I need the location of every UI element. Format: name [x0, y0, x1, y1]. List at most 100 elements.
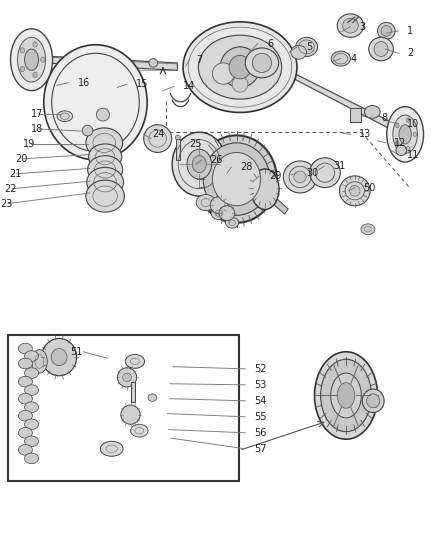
Ellipse shape	[25, 368, 39, 378]
Ellipse shape	[18, 427, 32, 438]
Ellipse shape	[33, 42, 37, 47]
Text: 29: 29	[269, 171, 281, 181]
Ellipse shape	[232, 76, 248, 92]
Ellipse shape	[399, 125, 411, 144]
Text: 56: 56	[254, 428, 266, 438]
Ellipse shape	[291, 45, 307, 59]
Ellipse shape	[123, 373, 131, 382]
Text: 55: 55	[254, 412, 267, 422]
Ellipse shape	[198, 35, 282, 99]
Ellipse shape	[396, 141, 399, 145]
Ellipse shape	[343, 18, 358, 33]
Ellipse shape	[18, 376, 32, 387]
Ellipse shape	[51, 349, 67, 366]
Ellipse shape	[406, 147, 410, 151]
Ellipse shape	[321, 359, 371, 432]
Text: 10: 10	[407, 119, 420, 128]
Ellipse shape	[32, 350, 47, 373]
Ellipse shape	[229, 55, 251, 79]
Ellipse shape	[396, 124, 399, 128]
Ellipse shape	[374, 42, 388, 56]
Bar	[176, 139, 180, 160]
Ellipse shape	[117, 368, 137, 387]
Ellipse shape	[387, 107, 424, 162]
Text: 12: 12	[394, 138, 406, 148]
Ellipse shape	[175, 135, 180, 140]
Ellipse shape	[25, 453, 39, 464]
Ellipse shape	[196, 195, 215, 211]
Ellipse shape	[183, 22, 297, 112]
Text: 24: 24	[152, 130, 165, 139]
Ellipse shape	[187, 149, 212, 179]
Ellipse shape	[294, 171, 306, 183]
Text: 3: 3	[359, 22, 365, 31]
Ellipse shape	[11, 29, 53, 91]
Ellipse shape	[125, 354, 145, 368]
Ellipse shape	[148, 394, 157, 401]
Bar	[350, 108, 361, 122]
Ellipse shape	[350, 185, 360, 196]
Ellipse shape	[18, 37, 46, 82]
Text: 52: 52	[254, 364, 267, 374]
Text: 30: 30	[307, 168, 319, 177]
Ellipse shape	[87, 167, 124, 197]
Ellipse shape	[337, 14, 364, 37]
Ellipse shape	[296, 37, 318, 56]
Ellipse shape	[149, 59, 158, 67]
Text: 15: 15	[136, 79, 148, 89]
Ellipse shape	[226, 217, 239, 228]
Text: 5: 5	[307, 42, 313, 52]
Text: 25: 25	[189, 139, 202, 149]
Ellipse shape	[144, 125, 172, 152]
Ellipse shape	[339, 176, 370, 206]
Text: 57: 57	[254, 444, 267, 454]
Ellipse shape	[25, 385, 39, 395]
Ellipse shape	[25, 351, 39, 361]
Ellipse shape	[172, 132, 226, 196]
Text: 26: 26	[210, 155, 223, 165]
Ellipse shape	[131, 424, 148, 437]
Ellipse shape	[212, 63, 234, 84]
Ellipse shape	[86, 180, 124, 212]
Ellipse shape	[196, 135, 277, 223]
Ellipse shape	[96, 108, 110, 121]
Ellipse shape	[413, 132, 417, 136]
Text: 20: 20	[15, 154, 27, 164]
Bar	[131, 382, 135, 402]
Ellipse shape	[88, 144, 122, 169]
Ellipse shape	[245, 48, 279, 78]
Ellipse shape	[42, 338, 77, 376]
Text: 2: 2	[407, 49, 413, 58]
Ellipse shape	[331, 373, 361, 418]
Ellipse shape	[406, 118, 410, 122]
Ellipse shape	[82, 125, 93, 136]
Ellipse shape	[393, 115, 417, 154]
Text: 18: 18	[31, 124, 43, 134]
Text: 11: 11	[407, 150, 420, 159]
Ellipse shape	[192, 156, 206, 173]
Ellipse shape	[203, 143, 270, 215]
Text: 31: 31	[334, 161, 346, 171]
Ellipse shape	[220, 47, 260, 87]
Ellipse shape	[361, 224, 375, 235]
Ellipse shape	[381, 26, 392, 36]
Ellipse shape	[25, 402, 39, 413]
Ellipse shape	[18, 393, 32, 404]
Ellipse shape	[25, 49, 39, 70]
Ellipse shape	[283, 161, 317, 193]
Text: 28: 28	[240, 163, 252, 172]
Text: 50: 50	[364, 183, 376, 192]
Ellipse shape	[18, 358, 32, 369]
Text: 21: 21	[9, 169, 21, 179]
Ellipse shape	[25, 419, 39, 430]
Text: 54: 54	[254, 396, 266, 406]
Text: 19: 19	[23, 139, 35, 149]
Ellipse shape	[367, 394, 380, 408]
Ellipse shape	[364, 106, 380, 118]
Ellipse shape	[20, 67, 25, 72]
Ellipse shape	[396, 145, 406, 156]
Ellipse shape	[331, 51, 350, 66]
Ellipse shape	[314, 352, 378, 439]
Ellipse shape	[378, 22, 395, 39]
Ellipse shape	[121, 405, 140, 424]
